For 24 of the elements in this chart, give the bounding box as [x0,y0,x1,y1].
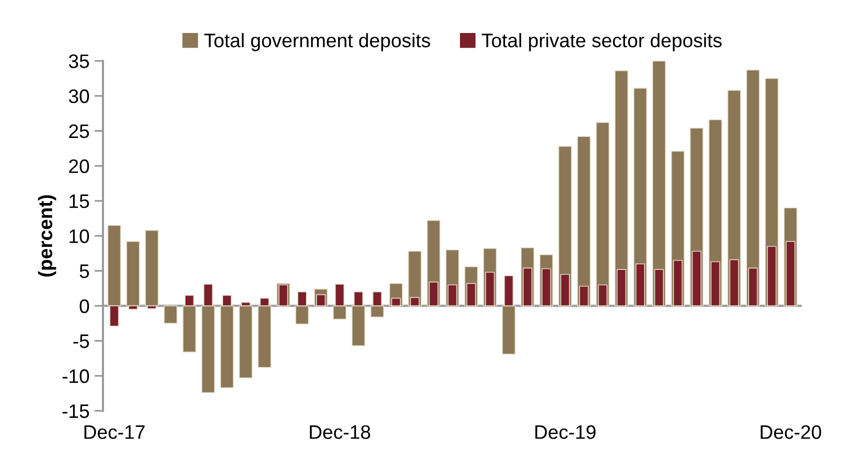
y-tick-label: 5 [80,264,89,278]
bar [577,136,591,306]
bar [238,305,253,378]
y-axis-title: (percent) [38,195,56,276]
y-tick-label: -5 [73,334,89,348]
x-tick-label: Dec-17 [84,425,145,439]
y-tick-label: 15 [70,194,89,208]
x-tick-label: Dec-18 [310,425,370,439]
x-tick-label: Dec-19 [535,425,596,439]
y-tick-label: 20 [69,159,90,174]
y-tick-label: 10 [70,229,90,244]
x-tick-label: Dec-20 [760,425,822,439]
y-tick-label: -15 [62,404,89,418]
y-tick-label: 25 [69,124,89,138]
y-tick-label: 35 [68,54,89,68]
bar [126,241,140,306]
bar [145,230,159,306]
y-tick-label: -10 [62,369,90,384]
bar [164,305,178,324]
bar [596,122,610,306]
legend-label: Total government deposits [204,33,430,52]
y-tick-label: 30 [68,89,90,104]
legend-label: Total private sector deposits [482,33,722,52]
y-tick-label: 0 [80,299,90,314]
